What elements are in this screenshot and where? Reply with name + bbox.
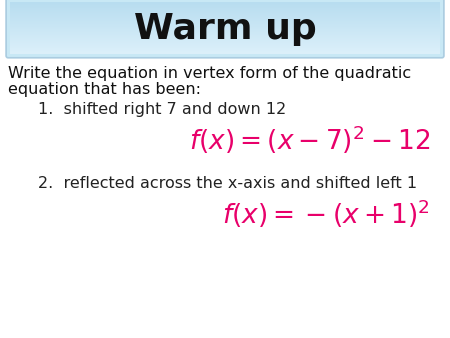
Text: $f\left(x\right)=\left(x-7\right)^{2}-12$: $f\left(x\right)=\left(x-7\right)^{2}-12…	[189, 124, 430, 156]
Text: 2.  reflected across the x-axis and shifted left 1: 2. reflected across the x-axis and shift…	[38, 176, 417, 191]
Text: Warm up: Warm up	[134, 12, 316, 46]
Text: 1.  shifted right 7 and down 12: 1. shifted right 7 and down 12	[38, 102, 286, 117]
Text: $f\left(x\right)=-\left(x+1\right)^{2}$: $f\left(x\right)=-\left(x+1\right)^{2}$	[222, 198, 430, 230]
Text: Write the equation in vertex form of the quadratic: Write the equation in vertex form of the…	[8, 66, 411, 81]
Text: equation that has been:: equation that has been:	[8, 82, 201, 97]
FancyBboxPatch shape	[6, 0, 444, 58]
